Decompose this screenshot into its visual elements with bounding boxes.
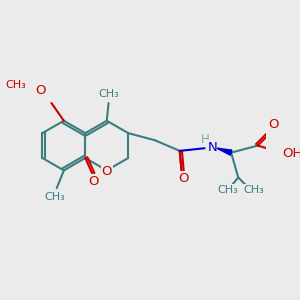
- Text: CH₃: CH₃: [217, 185, 238, 195]
- Text: N: N: [208, 141, 218, 154]
- Text: O: O: [101, 165, 112, 178]
- Text: O: O: [268, 118, 279, 131]
- Text: CH₃: CH₃: [6, 80, 27, 90]
- Text: CH₃: CH₃: [244, 185, 265, 195]
- Text: CH₃: CH₃: [98, 89, 119, 99]
- Text: OH: OH: [283, 147, 300, 160]
- Text: O: O: [35, 84, 46, 97]
- Polygon shape: [217, 148, 232, 155]
- Text: CH₃: CH₃: [45, 192, 65, 202]
- Text: O: O: [88, 175, 98, 188]
- Text: O: O: [178, 172, 188, 185]
- Text: H: H: [284, 146, 292, 159]
- Text: H: H: [201, 133, 210, 146]
